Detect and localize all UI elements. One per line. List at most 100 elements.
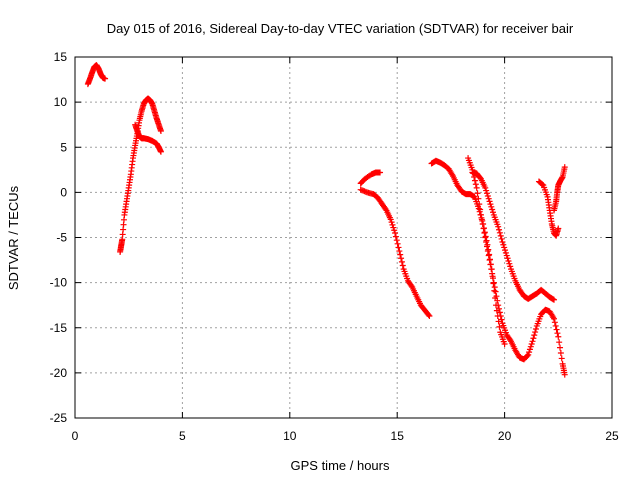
data-point bbox=[502, 247, 509, 254]
data-point bbox=[497, 313, 504, 320]
y-tick-label: 10 bbox=[54, 95, 68, 109]
data-point bbox=[504, 255, 511, 262]
data-point bbox=[377, 169, 384, 176]
series-arc-5 bbox=[357, 186, 433, 320]
series-arc-7 bbox=[465, 155, 568, 378]
data-point bbox=[507, 263, 514, 270]
data-point bbox=[496, 309, 503, 316]
series-arc-4 bbox=[357, 169, 384, 187]
data-points bbox=[84, 62, 568, 378]
data-point bbox=[486, 257, 493, 264]
data-point bbox=[484, 248, 491, 255]
data-point bbox=[495, 318, 502, 325]
data-point bbox=[526, 346, 533, 353]
data-point bbox=[531, 332, 538, 339]
data-point bbox=[492, 288, 499, 295]
data-point bbox=[476, 201, 483, 208]
data-point bbox=[489, 206, 496, 213]
data-point bbox=[473, 184, 480, 191]
data-point bbox=[478, 216, 485, 223]
series-arc-9 bbox=[535, 178, 562, 239]
data-point bbox=[392, 229, 399, 236]
y-tick-label: -25 bbox=[50, 411, 68, 425]
data-point bbox=[525, 351, 532, 358]
data-point bbox=[482, 184, 489, 191]
data-point bbox=[526, 349, 533, 356]
data-point bbox=[394, 240, 401, 247]
series-arc-10 bbox=[551, 164, 568, 214]
data-point bbox=[551, 319, 558, 326]
data-point bbox=[490, 279, 497, 286]
data-point bbox=[561, 371, 568, 378]
data-point bbox=[493, 293, 500, 300]
y-tick-label: -15 bbox=[50, 321, 68, 335]
data-point bbox=[475, 195, 482, 202]
data-point bbox=[539, 181, 546, 188]
data-point bbox=[484, 192, 491, 199]
data-point bbox=[502, 249, 509, 256]
data-point bbox=[556, 339, 563, 346]
data-point bbox=[530, 335, 537, 342]
data-point bbox=[496, 229, 503, 236]
data-point bbox=[505, 257, 512, 264]
data-point bbox=[426, 313, 433, 320]
data-point bbox=[425, 311, 432, 318]
data-point bbox=[499, 239, 506, 246]
data-point bbox=[552, 322, 559, 329]
data-point bbox=[553, 326, 560, 333]
data-point bbox=[490, 275, 497, 282]
data-point bbox=[495, 302, 502, 309]
data-point bbox=[390, 224, 397, 231]
y-tick-label: -20 bbox=[50, 366, 68, 380]
chart-title: Day 015 of 2016, Sidereal Day-to-day VTE… bbox=[107, 21, 574, 36]
data-point bbox=[483, 239, 490, 246]
data-point bbox=[482, 234, 489, 241]
x-tick-label: 20 bbox=[498, 429, 512, 443]
data-point bbox=[399, 262, 406, 269]
data-point bbox=[551, 296, 558, 303]
data-point bbox=[487, 201, 494, 208]
data-point bbox=[393, 237, 400, 244]
data-point bbox=[488, 203, 495, 210]
data-point bbox=[391, 227, 398, 234]
data-point bbox=[388, 219, 395, 226]
x-tick-label: 10 bbox=[283, 429, 297, 443]
series-arc-1 bbox=[84, 62, 109, 88]
data-point bbox=[494, 297, 501, 304]
data-point bbox=[477, 211, 484, 218]
x-tick-label: 15 bbox=[391, 429, 405, 443]
data-point bbox=[557, 350, 564, 357]
x-tick-label: 5 bbox=[179, 429, 186, 443]
data-point bbox=[501, 340, 508, 347]
data-point bbox=[555, 333, 562, 340]
data-point bbox=[491, 284, 498, 291]
y-axis-title: SDTVAR / TECUs bbox=[6, 185, 21, 290]
data-point bbox=[398, 255, 405, 262]
data-point bbox=[157, 148, 164, 155]
data-point bbox=[527, 343, 534, 350]
data-point bbox=[483, 243, 490, 250]
data-point bbox=[501, 244, 508, 251]
data-point bbox=[528, 340, 535, 347]
data-point bbox=[561, 164, 568, 171]
data-point bbox=[532, 329, 539, 336]
data-point bbox=[485, 195, 492, 202]
data-point bbox=[503, 252, 510, 259]
data-point bbox=[483, 190, 490, 197]
data-point bbox=[472, 181, 479, 188]
data-point bbox=[471, 177, 478, 184]
y-tick-label: 5 bbox=[60, 140, 67, 154]
x-axis-title: GPS time / hours bbox=[291, 458, 390, 473]
data-point bbox=[488, 266, 495, 273]
data-point bbox=[558, 355, 565, 362]
y-tick-label: -5 bbox=[56, 231, 67, 245]
data-point bbox=[392, 233, 399, 240]
data-point bbox=[496, 305, 503, 312]
data-point bbox=[477, 206, 484, 213]
data-point bbox=[479, 220, 486, 227]
data-point bbox=[554, 330, 561, 337]
series-arc-8 bbox=[469, 169, 558, 303]
y-tick-label: -10 bbox=[50, 276, 68, 290]
data-point bbox=[474, 190, 481, 197]
